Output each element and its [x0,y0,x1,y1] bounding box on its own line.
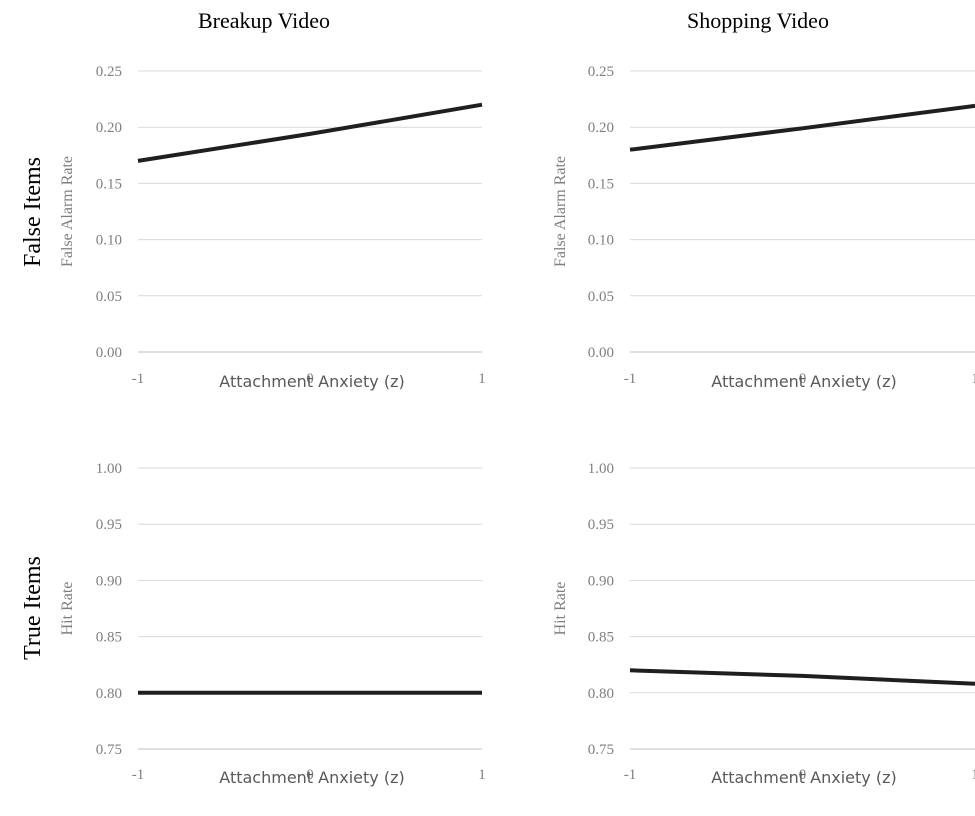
y-tick-label: 0.95 [96,517,122,533]
y-tick-label: 0.10 [588,233,614,249]
column-title-shopping: Shopping Video [687,8,829,33]
x-axis-label: Attachment Anxiety (z) [219,372,404,391]
y-axis-label: False Alarm Rate [552,156,569,267]
y-axis-label: Hit Rate [59,582,76,636]
y-tick-label: 0.00 [588,345,614,361]
y-tick-label: 0.05 [96,289,122,305]
y-tick-label: 0.00 [96,345,122,361]
y-tick-label: 0.85 [96,630,122,646]
panel-shopping-false: 0.00 0.05 0.10 0.15 0.20 0.25 -1 0 1 Attachment A… [552,64,975,391]
panel-breakup-true: 0.75 0.80 0.85 0.90 0.95 1.00 -1 0 1 Attachment A… [59,461,486,787]
x-tick-label: -1 [132,767,145,783]
x-axis-label: Attachment Anxiety (z) [711,372,896,391]
x-tick-label: 1 [971,371,975,387]
x-tick-label: -1 [624,767,637,783]
series-line [629,103,975,152]
y-axis-label: Hit Rate [552,582,569,636]
x-tick-label: -1 [132,371,145,387]
y-tick-label: 0.80 [588,686,614,702]
y-tick-label: 0.25 [96,64,122,80]
y-tick-label: 0.80 [96,686,122,702]
y-tick-label: 0.10 [96,233,122,249]
y-tick-label: 0.90 [96,573,122,589]
y-tick-label: 0.15 [96,176,122,192]
y-tick-label: 0.20 [96,120,122,136]
y-tick-label: 0.05 [588,289,614,305]
y-tick-label: 1.00 [588,461,614,477]
x-tick-label: 0 [799,371,807,387]
x-axis-label: Attachment Anxiety (z) [219,768,404,787]
y-tick-label: 0.95 [588,517,614,533]
y-tick-label: 0.85 [588,630,614,646]
series-line [137,102,483,163]
y-tick-label: 0.90 [588,573,614,589]
column-title-breakup: Breakup Video [198,8,330,33]
y-tick-label: 0.15 [588,176,614,192]
panel-shopping-true: 0.75 0.80 0.85 0.90 0.95 1.00 -1 0 1 Attachment A… [552,461,975,787]
y-tick-label: 0.75 [588,742,614,758]
x-tick-label: 0 [306,371,314,387]
row-label-true-items: True Items [20,556,46,660]
x-tick-label: 1 [478,371,486,387]
y-axis-label: False Alarm Rate [59,156,76,267]
x-tick-label: 1 [971,767,975,783]
x-tick-label: -1 [624,371,637,387]
panel-breakup-false: 0.00 0.05 0.10 0.15 0.20 0.25 -1 0 1 Attachment A… [59,64,486,391]
x-axis-label: Attachment Anxiety (z) [711,768,896,787]
y-tick-label: 1.00 [96,461,122,477]
x-tick-label: 0 [799,767,807,783]
x-tick-label: 0 [306,767,314,783]
series-line [629,668,975,686]
y-tick-label: 0.25 [588,64,614,80]
y-tick-label: 0.75 [96,742,122,758]
y-tick-label: 0.20 [588,120,614,136]
row-label-false-items: False Items [20,157,46,267]
x-tick-label: 1 [478,767,486,783]
